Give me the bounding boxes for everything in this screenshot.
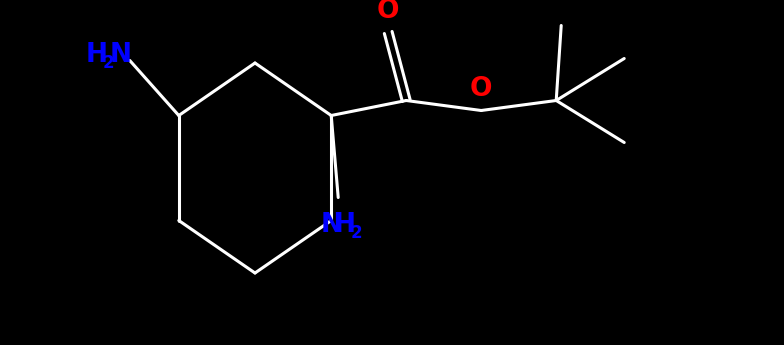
Text: N: N [110,42,132,69]
Text: O: O [377,0,400,23]
Text: O: O [470,76,492,101]
Text: H: H [333,213,355,238]
Text: H: H [85,42,107,69]
Text: N: N [320,213,342,238]
Text: 2: 2 [350,224,362,241]
Text: 2: 2 [103,53,114,71]
